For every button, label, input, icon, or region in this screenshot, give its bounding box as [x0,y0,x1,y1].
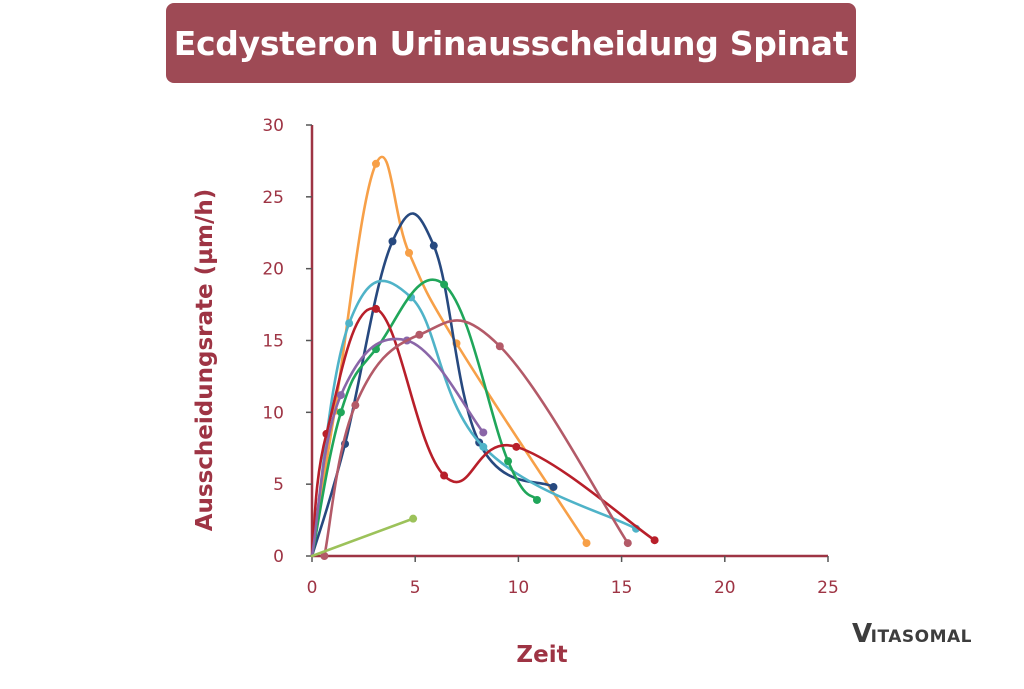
x-axis-title: Zeit [516,642,567,668]
axes: 0 5 10 15 20 25 0 5 10 15 20 25 30 [262,116,838,598]
y-tick-label: 5 [273,475,284,495]
series-green [310,278,541,558]
data-point [409,514,418,523]
x-tick-label: 25 [817,578,839,598]
data-point [479,442,488,451]
data-point [320,552,329,560]
y-tick-label: 20 [262,260,284,280]
x-tick-label: 15 [611,578,633,598]
x-tick-label: 5 [410,578,421,598]
data-point [504,457,513,466]
series-line [310,517,415,558]
series-red [310,304,659,558]
data-point [532,495,541,504]
title-banner: Ecdysteron Urinausscheidung Spinat [166,3,856,83]
data-point [351,401,360,410]
series-line [310,337,485,558]
data-point [415,330,424,339]
data-point [512,442,521,451]
x-tick-label: 20 [714,578,736,598]
series-light-green [310,514,418,558]
data-point [440,280,449,289]
y-tick-label: 30 [262,116,284,136]
series-light-blue [310,279,641,558]
logo-initial: V [852,619,873,649]
y-tick-label: 0 [273,547,284,567]
data-point [495,342,504,351]
series-line [310,155,588,558]
y-tick-label: 25 [262,188,284,208]
series-rose [320,319,632,560]
y-tick-label: 15 [262,332,284,352]
x-tick-label: 10 [508,578,530,598]
data-point [650,536,659,545]
vitasomal-logo: V ITASOMAL [852,619,972,649]
data-point [336,408,345,417]
logo-text: ITASOMAL [870,627,972,647]
data-point [345,319,354,328]
series-orange [310,155,591,558]
data-point [371,304,380,313]
x-tick-label: 0 [307,578,318,598]
data-point [440,471,449,480]
series-line [323,319,630,558]
data-point [336,391,345,400]
y-axis-title: Ausscheidungsrate (µm/h) [192,189,218,532]
data-point [549,483,558,492]
data-point [371,159,380,168]
series-dark-blue [310,212,558,558]
data-point [623,539,632,548]
chart-title: Ecdysteron Urinausscheidung Spinat [173,23,849,63]
series-group [310,155,659,560]
data-point [429,241,438,250]
data-point [479,428,488,437]
y-tick-label: 10 [262,403,284,423]
data-point [405,248,414,257]
data-point [582,539,591,548]
data-point [388,237,397,246]
series-line [310,212,555,558]
